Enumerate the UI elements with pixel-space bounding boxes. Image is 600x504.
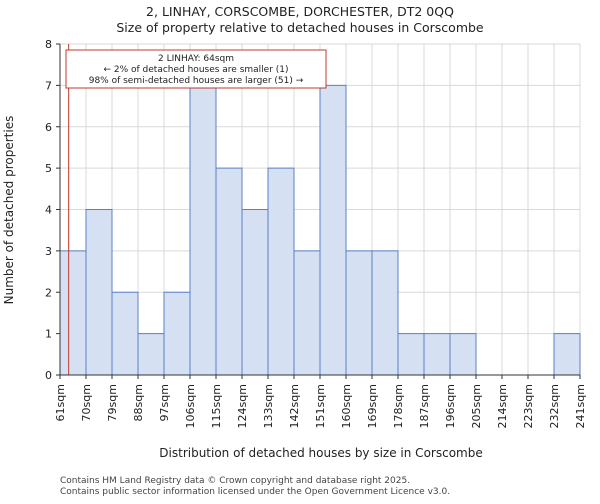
bar-115sqm [215,167,243,376]
y-tick-label: 3 [45,245,52,258]
x-tick-label: 223sqm [522,384,535,428]
bar-187sqm [423,333,451,376]
marker-layer: 2 LINHAY: 64sqm← 2% of detached houses a… [65,44,327,375]
x-tick-label: 151sqm [314,384,327,428]
annotation-box [65,49,327,89]
bar-169sqm [371,250,399,376]
x-tick-label: 70sqm [80,384,93,421]
bar-70sqm [85,209,113,376]
bar-79sqm [111,291,139,376]
x-tick-label: 124sqm [236,384,249,428]
x-tick-label: 160sqm [340,384,353,428]
x-tick-label: 187sqm [418,384,431,428]
bar-142sqm [293,250,321,376]
y-tick-label: 4 [45,204,52,217]
x-tick-label: 205sqm [470,384,483,428]
x-tick-label: 115sqm [210,384,223,428]
bar-61sqm [59,250,87,376]
x-tick-label: 133sqm [262,384,275,428]
chart-title: 2, LINHAY, CORSCOMBE, DORCHESTER, DT2 0Q… [146,4,454,19]
y-tick-label: 0 [45,369,52,382]
bar-151sqm [319,84,347,376]
bar-196sqm [449,333,477,376]
annotation-line-2: ← 2% of detached houses are smaller (1) [103,65,288,75]
annotation-line-3: 98% of semi-detached houses are larger (… [89,76,304,86]
x-tick-label: 97sqm [158,384,171,421]
chart-subtitle: Size of property relative to detached ho… [116,20,484,35]
bar-88sqm [137,333,165,376]
x-tick-label: 214sqm [496,384,509,428]
y-tick-label: 1 [45,328,52,341]
y-tick-label: 2 [45,286,52,299]
x-tick-label: 232sqm [548,384,561,428]
bar-178sqm [397,333,425,376]
x-axis-title: Distribution of detached houses by size … [159,446,482,460]
y-tick-label: 5 [45,162,52,175]
x-tick-label: 196sqm [444,384,457,428]
bars-layer [59,84,581,376]
x-tick-label: 106sqm [184,384,197,428]
axes-layer: 0 1 2 3 4 5 6 7 8 61sqm 70sqm 79sqm 88sqm 97sqm 106sqm… [45,38,587,428]
footer-line-1: Contains HM Land Registry data © Crown c… [60,476,410,486]
annotation-line-1: 2 LINHAY: 64sqm [158,54,234,64]
bar-133sqm [267,167,295,376]
bar-124sqm [241,209,269,376]
x-tick-label: 178sqm [392,384,405,428]
bar-160sqm [345,250,373,376]
bar-97sqm [163,291,191,376]
x-tick-label: 142sqm [288,384,301,428]
y-tick-label: 7 [45,79,52,92]
x-tick-label: 61sqm [54,384,67,421]
y-axis-title: Number of detached properties [2,116,16,305]
y-tick-label: 6 [45,121,52,134]
x-tick-label: 241sqm [574,384,587,428]
x-tick-label: 169sqm [366,384,379,428]
footer-line-2: Contains public sector information licen… [60,487,450,497]
bar-106sqm [189,84,217,376]
bar-232sqm [553,333,581,376]
x-tick-label: 88sqm [132,384,145,421]
x-tick-label: 79sqm [106,384,119,421]
y-tick-label: 8 [45,38,52,51]
